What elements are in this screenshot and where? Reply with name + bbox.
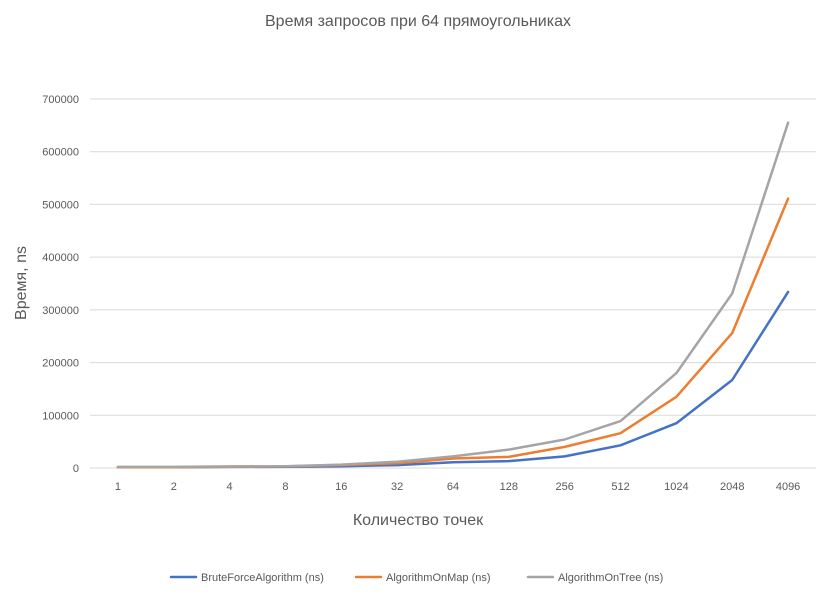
legend-label-1: AlgorithmOnMap (ns) — [386, 572, 491, 584]
x-tick-label: 8 — [282, 481, 288, 493]
y-tick-label: 300000 — [42, 305, 79, 317]
series-lines — [116, 121, 790, 469]
x-tick-label: 1024 — [664, 481, 688, 493]
x-tick-label: 16 — [335, 481, 347, 493]
legend: BruteForceAlgorithm (ns) AlgorithmOnMap (… — [169, 572, 663, 584]
y-axis-title: Время, ns — [13, 246, 30, 320]
gridlines — [90, 98, 816, 469]
series-line-2 — [116, 121, 790, 469]
y-axis-ticks: 0 100000 200000 300000 400000 500000 600000 700… — [42, 94, 79, 475]
y-tick-label: 0 — [73, 463, 79, 475]
x-tick-label: 256 — [556, 481, 574, 493]
x-tick-label: 128 — [500, 481, 518, 493]
y-tick-label: 500000 — [42, 199, 79, 211]
series-line-1 — [116, 197, 790, 469]
y-tick-label: 200000 — [42, 358, 79, 370]
legend-label-2: AlgorithmOnTree (ns) — [558, 572, 663, 584]
chart-title: Время запросов при 64 прямоугольниках — [265, 13, 571, 30]
x-tick-label: 1 — [115, 481, 121, 493]
y-tick-label: 100000 — [42, 410, 79, 422]
x-tick-label: 4096 — [776, 481, 800, 493]
x-tick-label: 32 — [391, 481, 403, 493]
y-tick-label: 600000 — [42, 147, 79, 159]
legend-label-0: BruteForceAlgorithm (ns) — [201, 572, 324, 584]
y-tick-label: 400000 — [42, 252, 79, 264]
x-axis-ticks: 1 2 4 8 16 32 64 128 256 512 1024 2048 4096 — [115, 481, 800, 493]
x-tick-label: 4 — [227, 481, 233, 493]
series-line-0 — [116, 290, 790, 469]
x-tick-label: 512 — [611, 481, 629, 493]
x-axis-title: Количество точек — [353, 512, 484, 529]
x-tick-label: 64 — [447, 481, 459, 493]
x-tick-label: 2048 — [720, 481, 744, 493]
x-tick-label: 2 — [171, 481, 177, 493]
y-tick-label: 700000 — [42, 94, 79, 106]
